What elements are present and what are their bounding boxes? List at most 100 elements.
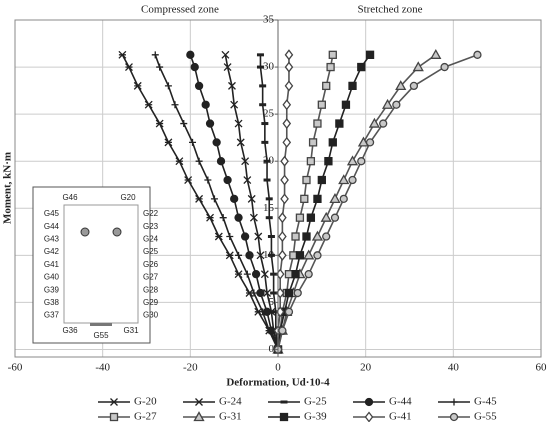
inset-label: G40: [44, 273, 60, 282]
legend-label: G-44: [389, 396, 412, 408]
inset-label: G38: [44, 298, 60, 307]
legend-marker: [279, 412, 289, 422]
marker: [313, 251, 322, 260]
marker: [263, 289, 272, 297]
marker: [241, 157, 250, 166]
legend-label: G-39: [304, 411, 327, 422]
marker: [216, 157, 226, 166]
marker: [228, 81, 236, 90]
marker: [189, 138, 197, 146]
inset-label: G22: [143, 209, 159, 218]
marker: [284, 288, 294, 298]
marker: [265, 327, 273, 335]
legend-marker: [449, 412, 459, 422]
marker: [171, 101, 179, 109]
legend-label: G-25: [304, 396, 327, 408]
marker: [300, 194, 309, 204]
y-tick-label: 25: [263, 108, 275, 120]
inset-frame: [32, 186, 151, 344]
marker: [243, 270, 251, 278]
marker: [357, 157, 366, 166]
inset-label: G36: [62, 326, 78, 335]
legend-label: G-31: [219, 411, 242, 422]
marker: [317, 175, 326, 185]
inset-label: G45: [44, 209, 60, 218]
inset-label: G44: [44, 222, 60, 231]
legend-marker: [195, 398, 203, 406]
inset-diagram: G46 G20 G45 G44 G43 G42 G41 G40 G39 G38 G37 G22 G23 G…: [32, 186, 159, 344]
marker: [180, 120, 188, 128]
marker: [280, 155, 289, 167]
legend-marker: [110, 398, 118, 406]
marker: [317, 100, 326, 109]
marker: [234, 119, 243, 128]
marker: [392, 100, 401, 109]
marker: [409, 81, 419, 91]
marker: [365, 138, 375, 147]
legend-marker: [364, 411, 374, 422]
inset-label: G30: [143, 311, 159, 320]
marker: [303, 249, 315, 260]
inset-label: G42: [44, 247, 60, 256]
marker: [260, 270, 269, 279]
marker: [324, 157, 333, 166]
inset-label: G55: [93, 331, 109, 340]
marker: [247, 194, 256, 203]
y-tick-label: 20: [263, 155, 275, 167]
marker: [219, 214, 227, 222]
marker: [440, 62, 449, 72]
marker: [430, 49, 442, 59]
marker: [280, 174, 289, 186]
marker: [278, 249, 287, 261]
marker: [234, 213, 243, 222]
marker: [293, 288, 302, 298]
marker: [225, 251, 234, 260]
marker: [195, 194, 204, 203]
marker: [328, 50, 337, 59]
marker: [348, 175, 357, 185]
inset-label: G27: [143, 273, 159, 282]
marker: [235, 251, 243, 259]
marker: [322, 232, 331, 241]
marker: [473, 50, 482, 59]
marker: [335, 119, 344, 128]
marker: [295, 251, 305, 260]
marker: [254, 232, 263, 241]
marker: [306, 157, 316, 166]
y-tick-label: 5: [269, 296, 275, 308]
marker: [278, 230, 287, 243]
marker: [346, 155, 359, 166]
rebar: [112, 227, 122, 237]
marker: [348, 81, 357, 91]
marker: [155, 119, 164, 128]
marker: [302, 175, 311, 185]
marker: [284, 49, 294, 61]
inset-label: G41: [44, 260, 60, 269]
y-tick-label: 30: [263, 61, 275, 73]
inset-label: G26: [143, 260, 159, 269]
marker: [329, 193, 341, 204]
marker: [326, 62, 335, 72]
y-tick-label: 15: [263, 202, 275, 214]
marker: [278, 326, 287, 335]
marker: [226, 233, 234, 241]
marker: [284, 307, 294, 316]
marker: [379, 119, 388, 128]
marker: [230, 100, 239, 109]
marker: [365, 50, 375, 59]
marker: [395, 80, 407, 91]
marker: [308, 138, 318, 147]
legend-marker: [364, 397, 374, 407]
legend-marker: [450, 398, 458, 406]
marker: [295, 213, 305, 222]
y-axis-label: Moment, kN·m: [2, 152, 14, 224]
marker: [221, 50, 230, 59]
marker: [330, 213, 340, 222]
inset-label: G43: [44, 235, 60, 244]
marker: [328, 138, 337, 147]
marker: [133, 81, 142, 90]
legend-label: G-20: [134, 396, 157, 408]
annotation: Compressed zone: [141, 4, 219, 16]
marker: [313, 119, 322, 128]
